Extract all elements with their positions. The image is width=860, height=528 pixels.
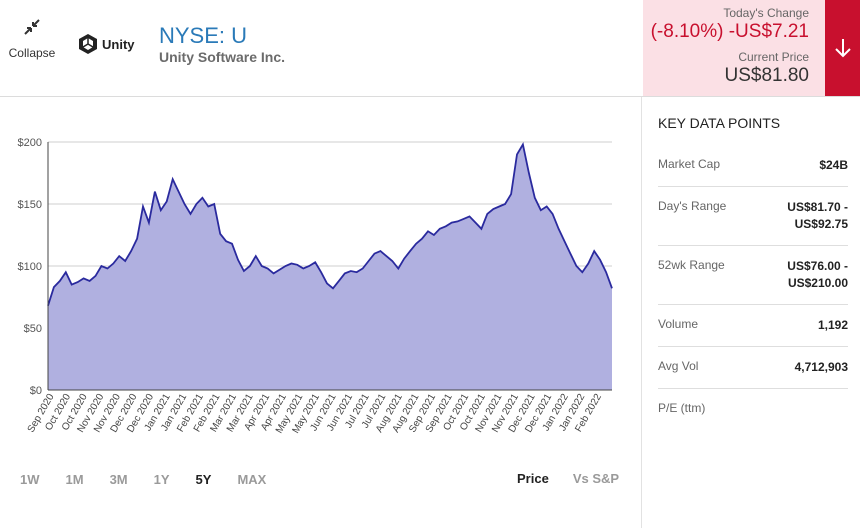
- key-data-row-days-range: Day's Range US$81.70 - US$92.75: [658, 187, 848, 246]
- 52wk-range-value-line2: US$210.00: [787, 276, 848, 290]
- 52wk-range-value: US$76.00 - US$210.00: [787, 258, 848, 292]
- days-range-value-line1: US$81.70 -: [787, 200, 848, 214]
- days-range-value: US$81.70 - US$92.75: [787, 199, 848, 233]
- chart-y-tick-label: $200: [18, 137, 42, 149]
- current-price-value: US$81.80: [724, 65, 809, 86]
- company-name: Unity Software Inc.: [159, 49, 286, 65]
- range-tab-1m[interactable]: 1M: [65, 472, 84, 487]
- range-tab-max[interactable]: MAX: [237, 472, 267, 487]
- price-direction-button[interactable]: [825, 0, 860, 96]
- 52wk-range-value-line1: US$76.00 -: [787, 259, 848, 273]
- logo-text: Unity: [102, 36, 135, 52]
- stock-header: Collapse Unity NYSE: U Unity Software In…: [0, 0, 860, 97]
- key-data-row-volume: Volume 1,192: [658, 305, 848, 347]
- avg-vol-label: Avg Vol: [658, 359, 699, 373]
- days-range-value-line2: US$92.75: [794, 217, 848, 231]
- 52wk-range-label: 52wk Range: [658, 258, 725, 272]
- key-data-row-pe: P/E (ttm): [658, 389, 848, 427]
- range-tab-5y[interactable]: 5Y: [195, 472, 212, 487]
- key-data-title: KEY DATA POINTS: [658, 115, 781, 131]
- collapse-label: Collapse: [8, 46, 56, 60]
- days-range-label: Day's Range: [658, 199, 727, 213]
- chart-y-tick-label: $100: [18, 261, 42, 273]
- chart-area-fill: [48, 144, 612, 390]
- range-tab-3m[interactable]: 3M: [109, 472, 128, 487]
- collapse-icon: [24, 19, 40, 35]
- volume-value: 1,192: [817, 318, 848, 332]
- price-change-panel: Today's Change (-8.10%) -US$7.21 Current…: [643, 0, 825, 96]
- ticker-symbol: NYSE: U: [159, 23, 248, 48]
- panel-divider: [641, 97, 642, 528]
- chart-y-tick-label: $150: [18, 199, 42, 211]
- todays-change-value: (-8.10%) -US$7.21: [650, 21, 809, 42]
- avg-vol-value: 4,712,903: [794, 360, 848, 374]
- range-tabs: 1W 1M 3M 1Y 5Y MAX: [12, 470, 284, 489]
- pe-label: P/E (ttm): [658, 401, 706, 415]
- current-price-label: Current Price: [738, 50, 809, 64]
- todays-change-label: Today's Change: [723, 6, 809, 20]
- chart-y-tick-label: $0: [30, 385, 42, 397]
- key-data-panel: KEY DATA POINTS Market Cap $24B Day's Ra…: [658, 97, 848, 427]
- market-cap-label: Market Cap: [658, 157, 721, 171]
- collapse-button[interactable]: Collapse: [6, 18, 58, 60]
- mode-tab-price[interactable]: Price: [517, 471, 549, 486]
- range-tab-1w[interactable]: 1W: [20, 472, 40, 487]
- volume-label: Volume: [658, 317, 699, 331]
- chart-y-tick-label: $50: [24, 323, 42, 335]
- key-data-row-market-cap: Market Cap $24B: [658, 145, 848, 187]
- chart-price-line: [47, 142, 613, 306]
- price-chart: $0 $50 $100 $150 $200 Sep 2020 Oct 2020 Oct 202…: [0, 97, 640, 457]
- unity-logo-icon: [79, 34, 97, 54]
- key-data-row-avg-vol: Avg Vol 4,712,903: [658, 347, 848, 389]
- range-tab-1y[interactable]: 1Y: [153, 472, 170, 487]
- mode-tabs: Price Vs S&P: [510, 469, 636, 488]
- arrow-down-icon: [834, 39, 851, 58]
- mode-tab-vs-sp[interactable]: Vs S&P: [572, 471, 620, 486]
- company-logo: Unity: [78, 33, 135, 55]
- key-data-row-52wk-range: 52wk Range US$76.00 - US$210.00: [658, 246, 848, 305]
- market-cap-value: $24B: [819, 158, 848, 172]
